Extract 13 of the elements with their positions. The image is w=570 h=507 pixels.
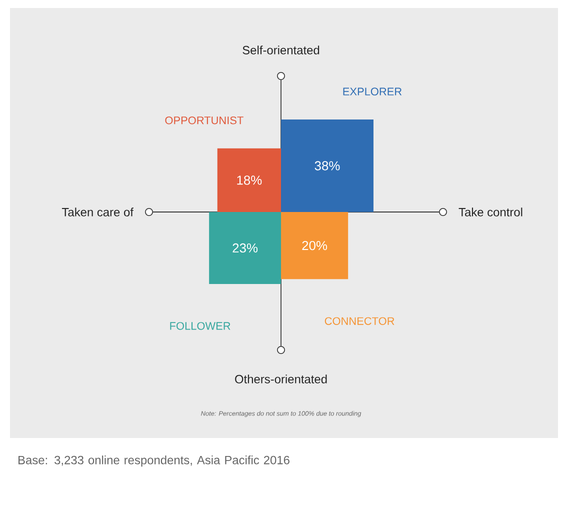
text: Base: 3,233 online respondents, Asia Pacific 2016 [18,456,290,467]
text: Take control [458,208,522,216]
data-label: 20% [302,240,328,250]
category-label: FOLLOWER [170,322,230,330]
category-label: CONNECTOR [324,317,394,325]
text: Taken care of [62,208,134,216]
data-label: 23% [232,243,258,253]
category-label: OPPORTUNIST [165,116,244,124]
data-label: 38% [314,161,340,170]
data-label: 18% [237,176,262,185]
text: Others-orientated [235,374,327,384]
text: Self-orientated [242,46,320,54]
category-label: EXPLORER [343,88,402,96]
